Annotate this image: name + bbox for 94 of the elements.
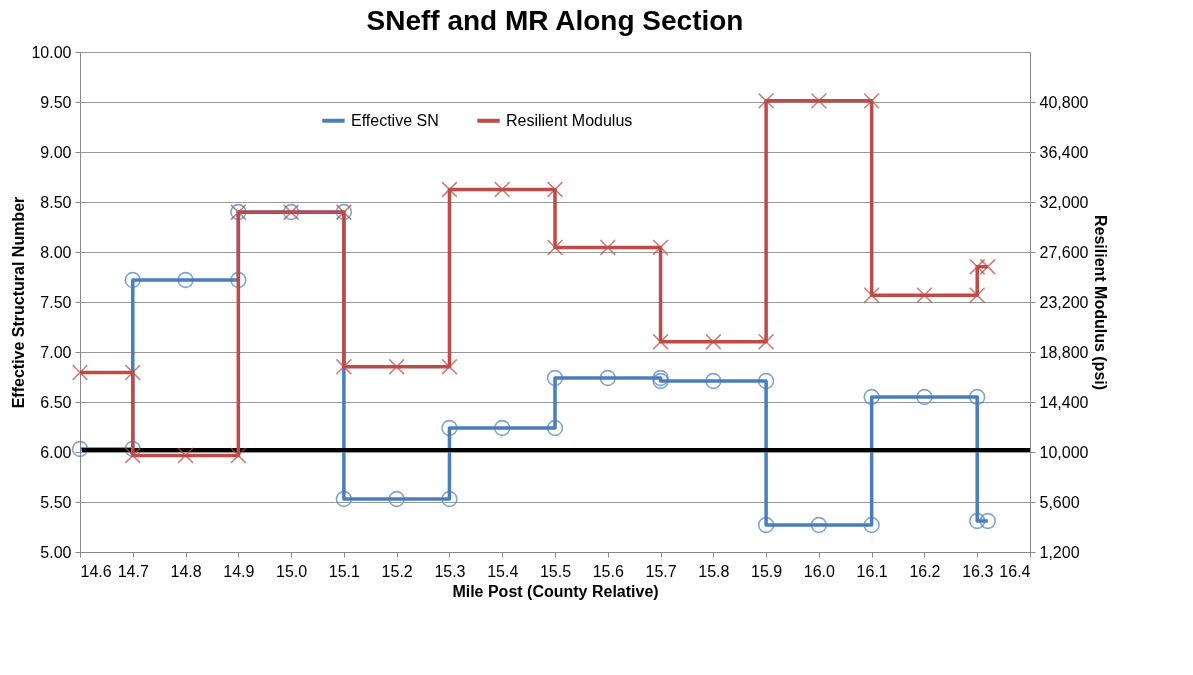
- point: [757, 372, 775, 390]
- x-tick-label: 14.9: [223, 562, 255, 580]
- x-tick-label: 15.0: [276, 562, 308, 580]
- point: [546, 419, 564, 437]
- point: [705, 333, 722, 350]
- point: [969, 388, 986, 406]
- y-tick-label: 9.00: [40, 143, 72, 161]
- point: [969, 258, 986, 275]
- point: [335, 358, 353, 375]
- y2-tick-label: 14,400: [1039, 393, 1089, 411]
- x-tick-label: 15.4: [487, 562, 519, 580]
- point: [388, 490, 405, 508]
- point: [652, 333, 669, 350]
- x-tick-label: 14.7: [117, 562, 149, 580]
- point: [441, 181, 458, 198]
- point: [230, 271, 247, 289]
- point: [230, 447, 247, 464]
- point: [124, 440, 141, 458]
- x-axis-title: Mile Post (County Relative): [452, 582, 659, 600]
- x-tick-label: 15.2: [381, 562, 413, 580]
- point: [863, 286, 880, 304]
- y-tick-label: 6.00: [40, 443, 72, 461]
- point: [757, 92, 775, 110]
- y2-axis-title: Resilient Modulus (psi): [1092, 214, 1110, 391]
- point: [979, 512, 996, 530]
- point: [441, 358, 458, 375]
- x-tick-label: 16.0: [803, 562, 836, 580]
- y-tick-label: 7.50: [40, 293, 72, 311]
- point: [388, 358, 405, 375]
- point: [177, 271, 194, 289]
- point: [863, 92, 880, 110]
- x-tick-label: 15.8: [698, 562, 730, 580]
- point: [124, 271, 141, 289]
- y2-tick-label: 40,800: [1039, 93, 1089, 111]
- point: [546, 369, 564, 387]
- point: [441, 419, 458, 437]
- y-tick-label: 8.50: [40, 193, 72, 211]
- x-tick-label: 15.5: [539, 562, 572, 580]
- y2-tick-label: 27,600: [1039, 243, 1089, 261]
- point: [863, 388, 880, 406]
- y-tick-label: 6.50: [40, 393, 72, 411]
- x-tick-label: 15.3: [434, 562, 466, 580]
- y2-tick-label: 1,200: [1039, 543, 1080, 561]
- y-tick-label: 5.50: [40, 493, 72, 511]
- point: [599, 369, 616, 387]
- chart-title: SNeff and MR Along Section: [366, 5, 744, 36]
- point: [916, 286, 933, 304]
- point: [863, 516, 880, 534]
- point: [705, 372, 722, 390]
- legend-label: Effective SN: [351, 111, 439, 129]
- y-tick-label: 9.50: [40, 93, 72, 111]
- x-tick-label: 16.2: [909, 562, 941, 580]
- point: [916, 388, 933, 406]
- point: [757, 333, 775, 350]
- point: [71, 364, 89, 381]
- y-tick-label: 5.00: [40, 543, 72, 561]
- x-tick-label: 14.6: [80, 562, 112, 580]
- x-tick-label: 15.6: [592, 562, 624, 580]
- point: [71, 440, 89, 458]
- point: [441, 490, 458, 508]
- point: [177, 447, 194, 464]
- point: [124, 447, 141, 464]
- legend-label: Resilient Modulus: [506, 111, 633, 129]
- x-tick-label: 15.9: [751, 562, 783, 580]
- y2-tick-label: 23,200: [1039, 293, 1089, 311]
- y-tick-label: 10.00: [31, 43, 72, 61]
- point: [757, 516, 775, 534]
- y2-tick-label: 10,000: [1039, 443, 1089, 461]
- y2-tick-label: 32,000: [1039, 193, 1089, 211]
- x-tick-label: 16.4: [999, 562, 1031, 580]
- y-axis-title: Effective Structural Number: [10, 196, 28, 409]
- x-tick-label: 15.7: [645, 562, 677, 580]
- point: [546, 181, 564, 198]
- point: [979, 258, 996, 275]
- x-tick-label: 16.1: [856, 562, 888, 580]
- point: [652, 239, 669, 256]
- y2-tick-label: 5,600: [1039, 493, 1080, 511]
- y2-tick-label: 18,800: [1039, 343, 1089, 361]
- point: [599, 239, 616, 256]
- x-tick-label: 14.8: [170, 562, 202, 580]
- point: [969, 286, 986, 304]
- point: [969, 512, 986, 530]
- point: [335, 490, 353, 508]
- x-tick-label: 16.3: [962, 562, 994, 580]
- point: [124, 364, 141, 381]
- y-tick-label: 7.00: [40, 343, 72, 361]
- y2-tick-label: 36,400: [1039, 143, 1089, 161]
- x-tick-label: 15.1: [328, 562, 361, 580]
- y-tick-label: 8.00: [40, 243, 72, 261]
- point: [810, 516, 828, 534]
- point: [494, 181, 511, 198]
- point: [494, 419, 511, 437]
- point: [810, 92, 828, 110]
- point: [546, 239, 564, 256]
